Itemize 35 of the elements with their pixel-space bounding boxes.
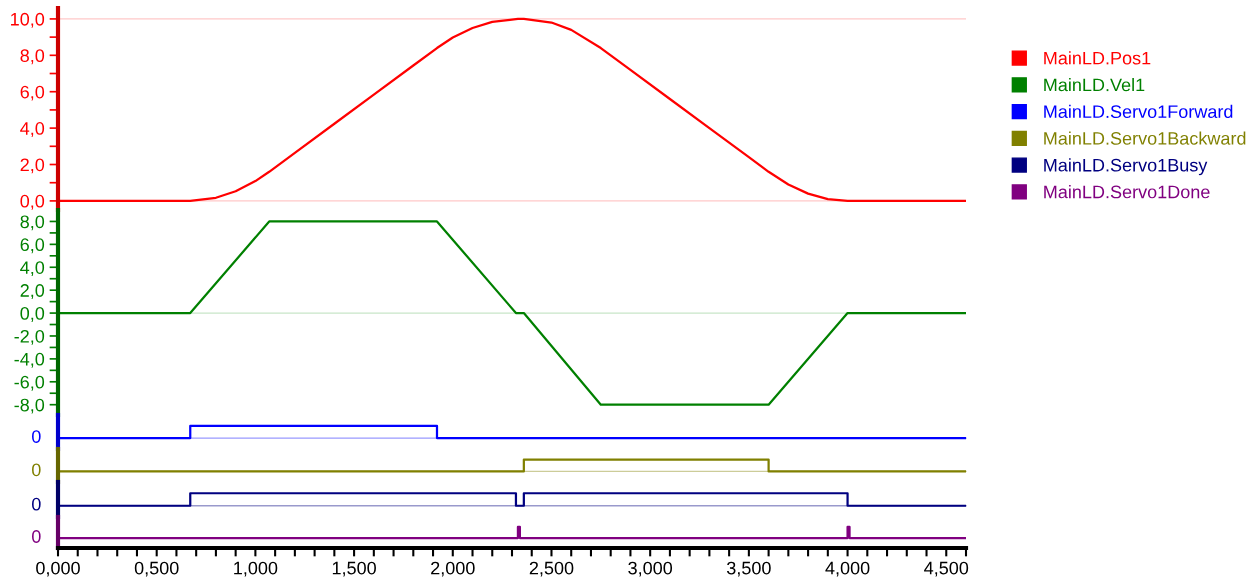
y-tick-label: -2,0 — [14, 329, 45, 345]
legend-label: MainLD.Servo1Busy — [1044, 158, 1208, 176]
x-tick-label: 1,500 — [332, 561, 376, 577]
y-tick-label: -8,0 — [14, 398, 45, 414]
text: 0 — [32, 463, 41, 477]
y-tick-label: 8,0 — [20, 49, 45, 65]
legend-label: MainLD.Servo1Forward — [1044, 104, 1233, 119]
x-tick-label: 0,500 — [134, 561, 179, 577]
legend-label: MainLD.Servo1Backward — [1044, 131, 1246, 145]
y-tick-label: 10,0 — [11, 12, 45, 28]
y-tick-label: 2,0 — [20, 284, 45, 300]
y-tick-label: -6,0 — [14, 375, 45, 391]
text: 0 — [32, 430, 41, 443]
y-tick-label: 4,0 — [20, 122, 45, 137]
x-tick-label: 3,500 — [726, 561, 771, 577]
x-tick-label: 2,500 — [529, 561, 574, 577]
y-tick-label: 2,0 — [20, 158, 45, 174]
y-tick-label: 6,0 — [20, 238, 45, 254]
text: 0 — [32, 497, 41, 511]
legend-label: MainLD.Pos1 — [1044, 51, 1151, 65]
x-tick-label: 3,000 — [628, 561, 673, 577]
y-tick-label: -4,0 — [14, 352, 45, 368]
text: 0 — [32, 530, 41, 543]
legend-label: MainLD.Vel1 — [1044, 78, 1145, 92]
y-tick-label: 0,0 — [20, 194, 45, 210]
x-tick-label: 2,000 — [431, 561, 475, 577]
y-tick-label: 6,0 — [20, 85, 45, 101]
y-tick-label: 4,0 — [20, 261, 45, 277]
x-tick-label: 0,000 — [36, 561, 80, 577]
legend-label: MainLD.Servo1Done — [1044, 185, 1210, 199]
x-tick-label: 1,000 — [234, 561, 278, 577]
y-tick-label: 8,0 — [20, 215, 45, 231]
x-tick-label: 4,000 — [825, 561, 870, 577]
y-tick-label: 0,0 — [20, 307, 45, 322]
x-tick-label: 4,500 — [924, 561, 969, 577]
